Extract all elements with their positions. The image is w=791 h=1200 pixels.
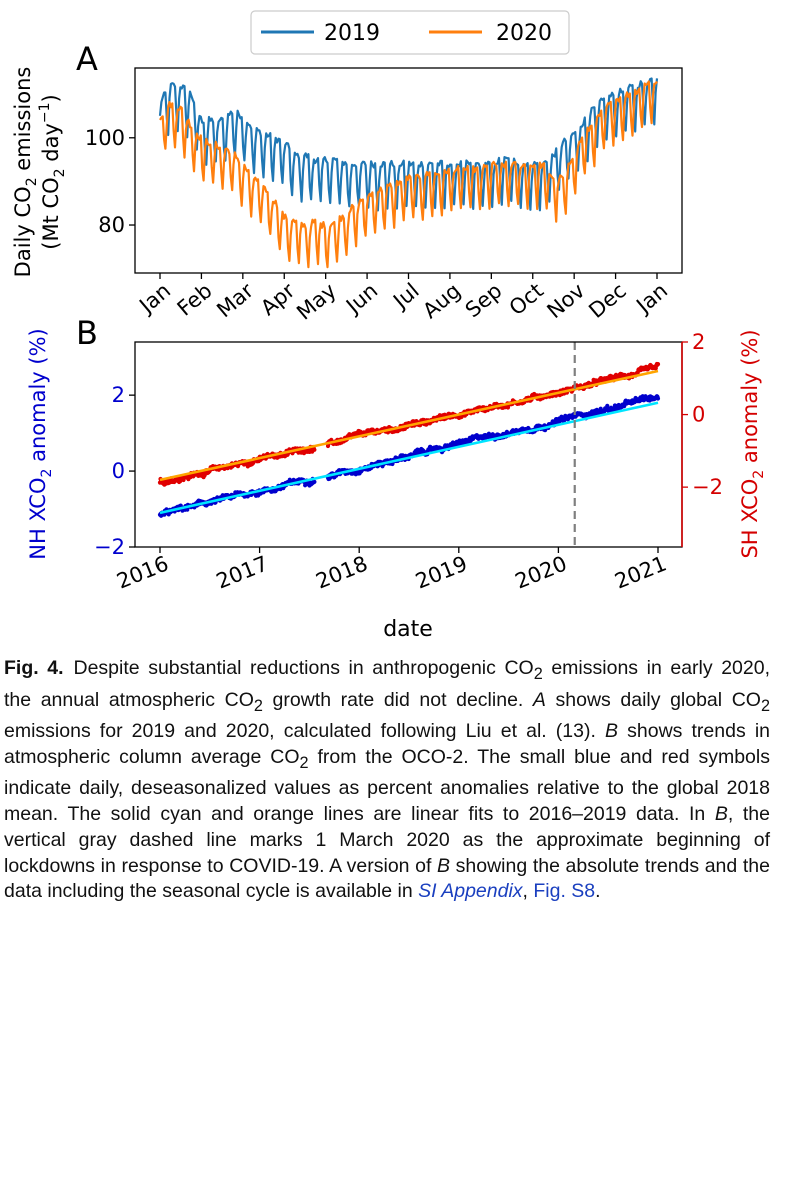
panel-b: B −202 −202 2016 2017 2018 2019 2020 2021 dat… [26,314,767,642]
nh-point [655,396,661,401]
panel-b-left-y-label: NH XCO2 anomaly (%) [26,328,55,559]
x-tick-label-2020: 2020 [512,551,571,593]
panel-b-x-ticks: 2016 2017 2018 2019 2020 2021 [113,547,670,594]
panel-b-right-y-ticks: −2 0 2 [682,330,723,499]
panel-a-y-label-units: (Mt CO2 day−1) [37,94,68,250]
x-tick-label-sep: Sep [461,278,507,322]
legend-label-2020: 2020 [496,21,552,46]
x-tick-label-oct: Oct [505,278,548,320]
x-tick-label-2019: 2019 [412,551,471,593]
caption-subscript: 2 [760,696,770,715]
caption-subscript: 2 [253,696,263,715]
nh-points [157,394,661,518]
caption-text-3: growth rate did not decline. [262,688,533,711]
caption-panel-ref: A [532,688,546,711]
panel-b-left-y-ticks: −2 0 2 [94,383,135,559]
panel-b-right-y-label: SH XCO2 anomaly (%) [738,329,767,558]
x-tick-label-aug: Aug [418,278,465,323]
x-tick-label-nov: Nov [543,278,590,323]
caption-panel-ref: B [605,720,619,743]
caption-panel-ref: B [714,803,728,826]
sh-point [655,362,661,367]
x-tick-label-2021: 2021 [611,551,670,593]
caption-text-10: , [522,880,534,903]
x-tick-label-2018: 2018 [313,551,372,593]
y-tick-label: 100 [85,126,125,150]
left-y-tick-label: −2 [94,535,125,559]
nh-linear-fit [159,401,659,515]
sh-linear-fit [159,369,659,482]
left-y-tick-label: 0 [112,459,125,483]
caption-text-1: Despite substantial reductions in anthro… [73,657,534,679]
panel-b-x-label: date [383,617,433,642]
x-tick-label-feb: Feb [173,278,217,320]
panel-b-series [157,361,661,518]
figure-caption: Fig. 4. Despite substantial reductions in… [4,656,770,905]
series-line-2019 [158,77,659,212]
x-tick-label-mar: Mar [212,278,258,322]
x-tick-label-jan: Jan [133,278,175,318]
right-y-tick-label: −2 [692,475,723,499]
x-tick-label-jul: Jul [387,278,423,314]
fig-s8-link[interactable]: Fig. S8 [533,880,596,903]
x-tick-label-jan: Jan [630,278,672,318]
caption-text-8: , the vertical gray dashed line marks 1 … [4,803,770,877]
left-y-tick-label: 2 [112,383,125,407]
nh-point [312,479,317,484]
sh-point [312,447,317,452]
caption-text-7: from the OCO-2. The small blue and red s… [4,745,770,826]
x-tick-label-dec: Dec [584,278,631,323]
nh-point [605,403,610,408]
caption-text-9: showing the absolute trends and the data… [4,854,770,903]
caption-panel-ref: B [437,854,451,877]
caption-text-5: emissions for 2019 and 2020, calculated … [4,720,606,743]
x-tick-label-jun: Jun [340,278,382,319]
caption-figure-number: Fig. 4. [4,657,64,679]
panel-a-y-ticks: 80 100 [85,126,135,237]
legend-label-2019: 2019 [324,21,380,46]
caption-text-4: shows daily global CO [545,688,761,711]
right-y-tick-label: 2 [692,330,705,354]
panel-a-y-label: Daily CO2 emissions [11,67,40,278]
panel-a-legend: 2019 2020 [250,10,570,55]
series-line-2020 [159,80,658,269]
y-tick-label: 80 [98,213,125,237]
x-tick-label-may: May [292,278,341,324]
caption-text-11: . [595,880,601,903]
si-appendix-link[interactable]: SI Appendix [418,880,523,903]
caption-text-6: shows trends in atmospheric column avera… [4,720,770,768]
sh-point [202,473,207,478]
x-tick-label-apr: Apr [256,278,300,320]
caption-subscript: 2 [533,664,543,683]
panel-b-label: B [76,314,98,352]
legend-frame [250,10,570,55]
panel-a-series [158,77,659,269]
panel-a-label: A [76,40,98,78]
x-tick-label-2017: 2017 [213,551,272,593]
caption-text-2: emissions in early 2020, the annual atmo… [4,657,770,711]
right-y-tick-label: 0 [692,403,705,427]
panel-b-frame [134,341,683,548]
caption-subscript: 2 [299,753,309,772]
